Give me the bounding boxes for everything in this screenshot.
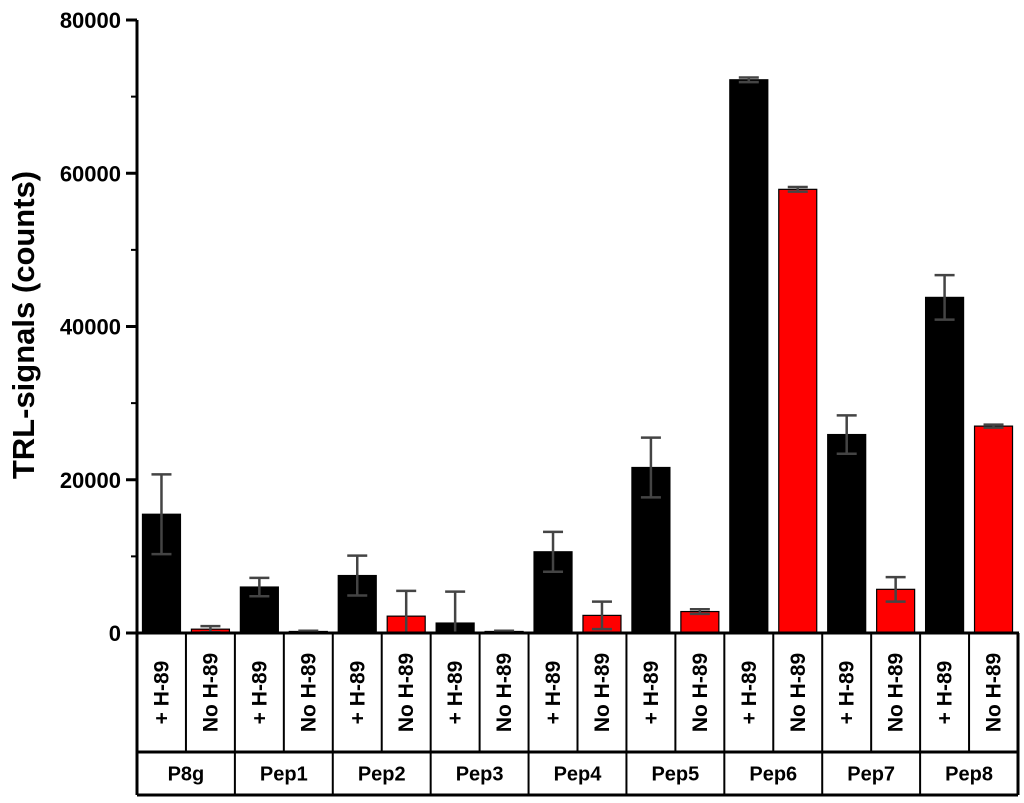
condition-table: + H-89 No H-89 + H-89 No H-89 + H-89 No H-89 +… — [135, 631, 1020, 797]
condition-label: No H-89 — [591, 653, 614, 732]
error-bar-pep6-plus-h89 — [738, 76, 759, 84]
error-bar-pep1-plus-h89 — [249, 576, 270, 598]
group-label-pep1: Pep1 — [260, 764, 308, 786]
error-bar-p8g-plus-h89 — [151, 473, 172, 556]
condition-label: + H-89 — [738, 661, 761, 725]
y-tick-label: 80000 — [60, 8, 121, 33]
group-label-pep4: Pep4 — [554, 764, 603, 786]
bar-pep8-no-h89 — [973, 425, 1014, 634]
condition-label: + H-89 — [836, 661, 859, 725]
error-bar-pep4-no-h89 — [591, 600, 612, 631]
error-bar-pep4-plus-h89 — [543, 530, 564, 573]
error-bars-layer — [151, 76, 1004, 635]
group-label-pep7: Pep7 — [847, 764, 895, 786]
table-grid — [135, 631, 1020, 797]
group-label-pep5: Pep5 — [651, 764, 699, 786]
condition-label: + H-89 — [248, 661, 271, 725]
error-bar-pep8-no-h89 — [983, 423, 1004, 429]
condition-label: + H-89 — [640, 661, 663, 725]
condition-label: No H-89 — [885, 653, 908, 732]
group-label-pep8: Pep8 — [945, 764, 993, 786]
y-tick-label: 20000 — [60, 468, 121, 493]
error-bar-pep8-plus-h89 — [934, 273, 955, 321]
bar-pep7-no-h89 — [876, 588, 916, 634]
condition-label: + H-89 — [150, 661, 173, 725]
error-bar-pep7-plus-h89 — [836, 414, 857, 455]
error-bar-pep5-no-h89 — [689, 607, 710, 616]
condition-label: + H-89 — [444, 661, 467, 725]
condition-label: No H-89 — [493, 653, 516, 732]
condition-label: + H-89 — [346, 661, 369, 725]
condition-label: No H-89 — [297, 653, 320, 732]
condition-label: No H-89 — [689, 653, 712, 732]
group-label-pep2: Pep2 — [358, 764, 406, 786]
group-label-p8g: P8g — [168, 764, 205, 786]
y-axis-title: TRL-signals (counts) — [6, 171, 41, 479]
group-label-pep6: Pep6 — [749, 764, 797, 786]
error-bar-pep6-no-h89 — [787, 185, 808, 193]
bar-pep6-plus-h89 — [729, 79, 769, 634]
y-tick-label: 60000 — [60, 161, 121, 186]
condition-label: + H-89 — [934, 661, 957, 725]
bar-pep6-no-h89 — [778, 188, 818, 634]
bar-pep7-plus-h89 — [827, 433, 867, 634]
error-bar-pep2-plus-h89 — [347, 554, 368, 597]
condition-label: + H-89 — [542, 661, 565, 725]
y-tick-label: 0 — [109, 621, 121, 646]
condition-label: No H-89 — [983, 653, 1006, 732]
y-tick-label: 40000 — [60, 315, 121, 340]
group-label-pep3: Pep3 — [456, 764, 504, 786]
condition-label: No H-89 — [787, 653, 810, 732]
condition-label: No H-89 — [199, 653, 222, 732]
error-bar-pep5-plus-h89 — [640, 436, 661, 499]
bars-layer — [141, 79, 1014, 634]
condition-label: No H-89 — [395, 653, 418, 732]
error-bar-pep7-no-h89 — [885, 575, 906, 603]
bar-pep8-plus-h89 — [924, 296, 965, 634]
y-axis: 0 20000 40000 60000 80000 — [60, 8, 139, 646]
